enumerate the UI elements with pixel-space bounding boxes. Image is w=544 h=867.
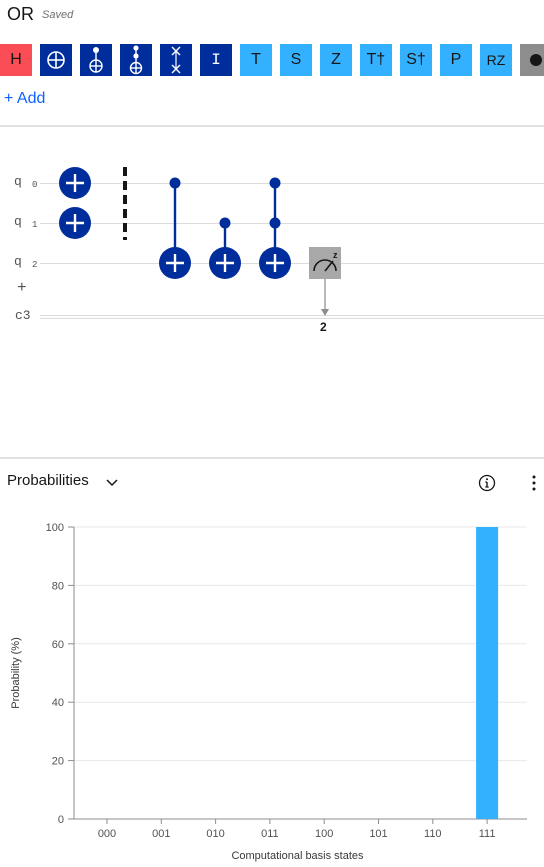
qubit-index-q0: 0 <box>32 180 38 190</box>
gate-t-label: T <box>251 51 261 68</box>
x-tick-label: 000 <box>98 828 116 840</box>
bar-111 <box>476 527 499 819</box>
toffoli-icon <box>129 45 143 75</box>
gate-s-label: S <box>290 51 302 68</box>
y-tick-label: 60 <box>52 639 64 651</box>
info-icon[interactable] <box>478 474 496 492</box>
measure-basis-label: z <box>333 250 338 260</box>
x-gate-q1[interactable] <box>59 207 91 239</box>
gate-z-label: Z <box>331 51 341 68</box>
gate-p-label: P <box>450 51 462 68</box>
y-tick-label: 0 <box>58 814 64 826</box>
gate-cnot-target[interactable] <box>40 44 72 76</box>
gate-i-label: I <box>211 51 221 69</box>
circuit-canvas: z <box>59 167 341 316</box>
x-axis-label: Computational basis states <box>231 850 364 862</box>
gate-s[interactable]: S <box>280 44 312 76</box>
cnot-icon <box>89 47 103 73</box>
y-axis-label: Probability (%) <box>10 637 22 709</box>
x-tick-label: 110 <box>424 828 442 840</box>
divider <box>0 457 544 459</box>
overflow-menu-icon[interactable] <box>530 474 538 492</box>
gate-rz-label: RZ <box>486 52 506 68</box>
x-gate-q0[interactable] <box>59 167 91 199</box>
gate-h[interactable]: H <box>0 44 32 76</box>
x-tick-label: 111 <box>479 828 496 840</box>
gate-reset[interactable] <box>520 44 544 76</box>
qubit-wire-q0 <box>40 183 544 184</box>
classical-wire-bottom <box>40 318 544 319</box>
gate-toffoli[interactable] <box>120 44 152 76</box>
qubit-label-q2: q <box>14 254 22 269</box>
gate-sdg[interactable]: S† <box>400 44 432 76</box>
qubit-index-q1: 1 <box>32 220 38 230</box>
measure-target-bit: 2 <box>320 320 327 334</box>
x-tick-label: 001 <box>152 828 170 840</box>
reset-dot-icon <box>530 54 542 66</box>
add-gate-button[interactable]: + Add <box>4 90 46 107</box>
qubit-label-q1: q <box>14 214 22 229</box>
chevron-down-icon[interactable] <box>105 477 119 489</box>
y-tick-label: 40 <box>52 697 64 709</box>
y-tick-label: 100 <box>46 522 64 534</box>
qubit-index-q2: 2 <box>32 260 38 270</box>
y-tick-label: 20 <box>52 756 64 768</box>
add-qubit-button[interactable]: + <box>17 279 27 297</box>
circuit-title[interactable]: OR <box>7 4 34 24</box>
probability-chart: 0 20 40 60 80 100 000 001 010 011 100 101 110 111 Comp… <box>10 522 527 862</box>
cnot-q1-q2[interactable] <box>209 217 241 280</box>
x-tick-label: 010 <box>206 828 224 840</box>
cnot-q0-q2[interactable] <box>159 177 191 280</box>
probabilities-title[interactable]: Probabilities <box>7 472 89 489</box>
x-tick-label: 101 <box>369 828 387 840</box>
x-tick-label: 100 <box>315 828 333 840</box>
gate-tdg-label: T† <box>366 51 386 68</box>
x-tick-label: 011 <box>261 828 279 840</box>
gate-cnot[interactable] <box>80 44 112 76</box>
gate-swap[interactable] <box>160 44 192 76</box>
gate-i[interactable]: I <box>200 44 232 76</box>
swap-icon <box>171 46 181 74</box>
gate-tdg[interactable]: T† <box>360 44 392 76</box>
save-status: Saved <box>42 9 74 21</box>
divider <box>0 125 544 127</box>
gate-t[interactable]: T <box>240 44 272 76</box>
qubit-label-q0: q <box>14 174 22 189</box>
classical-register-label: c3 <box>15 308 31 323</box>
gate-p[interactable]: P <box>440 44 472 76</box>
toffoli-q0-q1-q2[interactable] <box>259 177 291 280</box>
gate-sdg-label: S† <box>406 51 426 68</box>
cnot-target-icon <box>47 51 65 69</box>
gate-rz[interactable]: RZ <box>480 44 512 76</box>
qubit-wire-q1 <box>40 223 544 224</box>
measure-gate-q2[interactable] <box>309 247 341 316</box>
y-tick-label: 80 <box>52 580 64 592</box>
gate-h-label: H <box>10 51 22 68</box>
gate-z[interactable]: Z <box>320 44 352 76</box>
qubit-wire-q2 <box>40 263 544 264</box>
classical-wire-top <box>40 315 544 316</box>
